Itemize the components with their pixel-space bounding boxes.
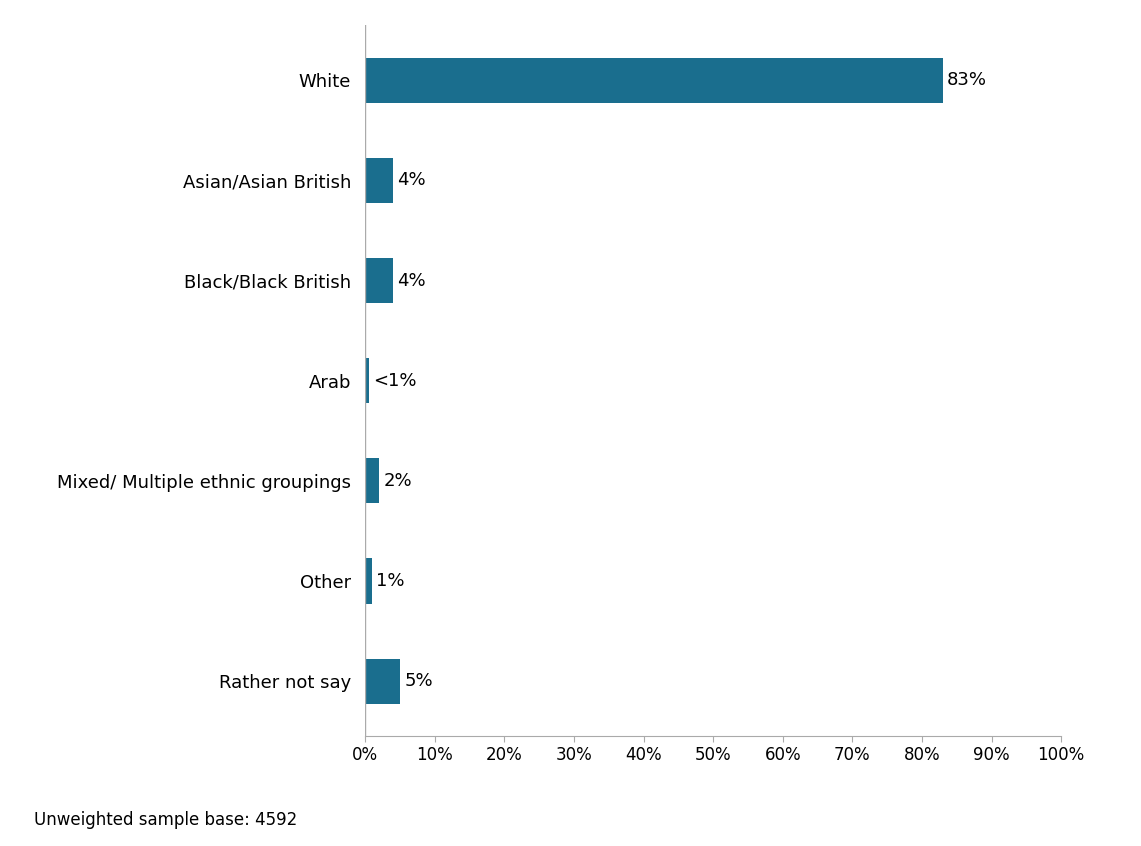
Text: <1%: <1%: [373, 371, 416, 390]
Text: 4%: 4%: [397, 172, 426, 190]
Bar: [365, 459, 379, 503]
Bar: [365, 258, 393, 303]
Bar: [365, 58, 942, 102]
Bar: [365, 558, 372, 603]
Bar: [365, 659, 400, 704]
Bar: [365, 358, 369, 404]
Bar: [365, 158, 393, 203]
Text: 5%: 5%: [404, 673, 432, 690]
Text: 4%: 4%: [397, 272, 426, 289]
Text: Unweighted sample base: 4592: Unweighted sample base: 4592: [34, 811, 298, 829]
Text: 1%: 1%: [377, 572, 405, 590]
Text: 2%: 2%: [383, 472, 412, 490]
Text: 83%: 83%: [947, 71, 987, 89]
